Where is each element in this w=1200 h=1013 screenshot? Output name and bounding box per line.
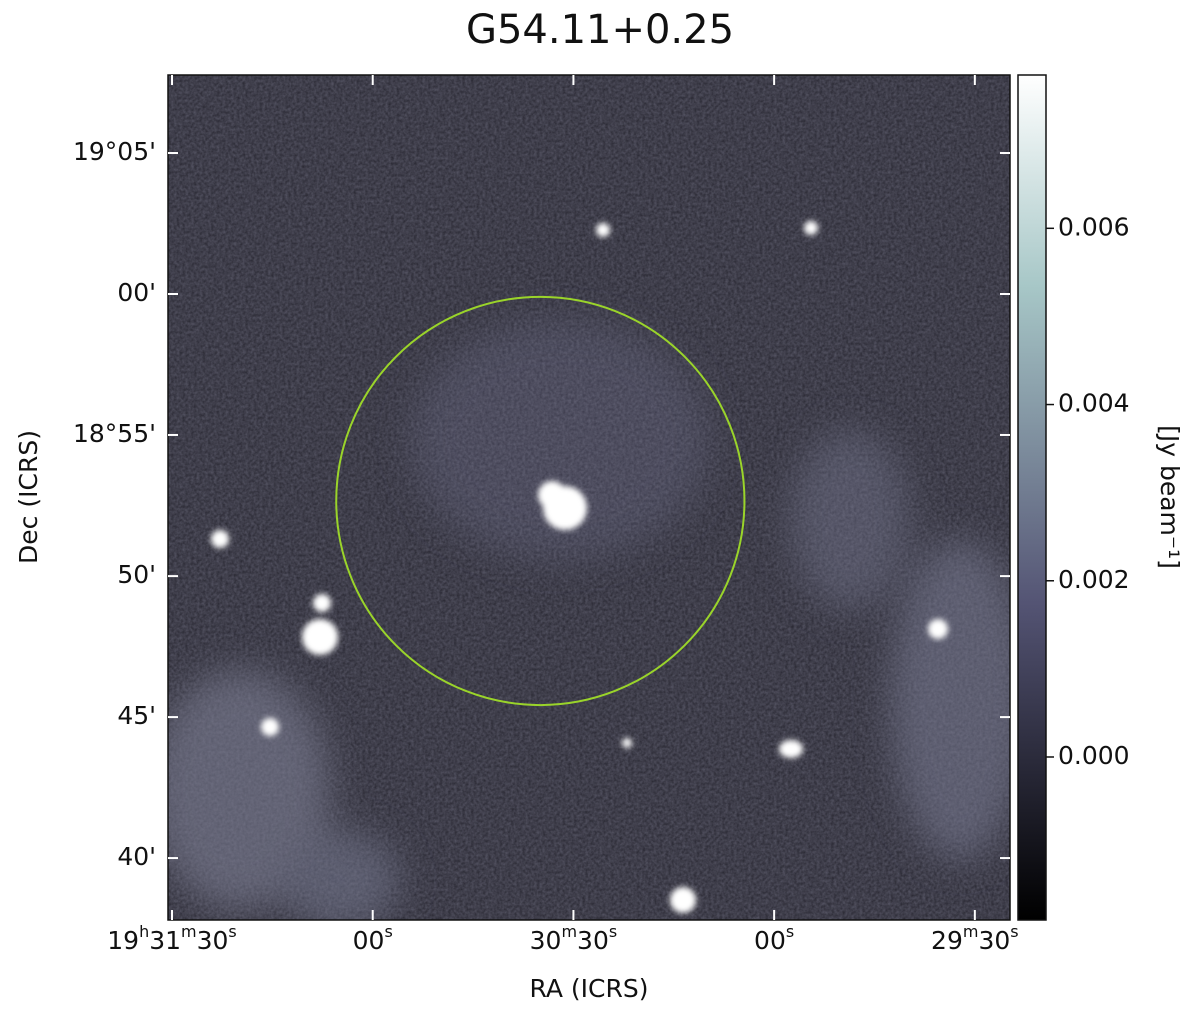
colorbar-tick-label: 0.002	[1058, 565, 1130, 594]
chart-title: G54.11+0.25	[466, 7, 734, 53]
x-tick-label: 00s	[353, 922, 393, 955]
x-axis-label: RA (ICRS)	[530, 974, 649, 1003]
image-noise	[168, 75, 1010, 920]
colorbar	[1017, 74, 1047, 921]
colorbar-label: [Jy beam⁻¹]	[1155, 425, 1184, 569]
y-axis-label: Dec (ICRS)	[14, 430, 43, 564]
colorbar-tick-label: 0.004	[1058, 389, 1130, 418]
colorbar-tick-label: 0.000	[1058, 741, 1130, 770]
y-tick-label: 45'	[117, 701, 156, 730]
x-tick-label: 19h31m30s	[107, 922, 237, 955]
y-tick-label: 19°05'	[73, 137, 156, 166]
y-tick-label: 50'	[117, 560, 156, 589]
image	[168, 75, 1010, 920]
y-tick-label: 18°55'	[73, 419, 156, 448]
x-tick-label: 29m30s	[931, 922, 1019, 955]
y-tick-label: 00'	[117, 278, 156, 307]
y-tick-label: 40'	[117, 842, 156, 871]
x-tick-label: 00s	[754, 922, 794, 955]
x-tick-label: 30m30s	[530, 922, 618, 955]
colorbar-tick-label: 0.006	[1058, 212, 1130, 241]
plot-frame	[167, 74, 1011, 921]
region-circle	[335, 295, 746, 707]
point-sources	[211, 221, 948, 913]
